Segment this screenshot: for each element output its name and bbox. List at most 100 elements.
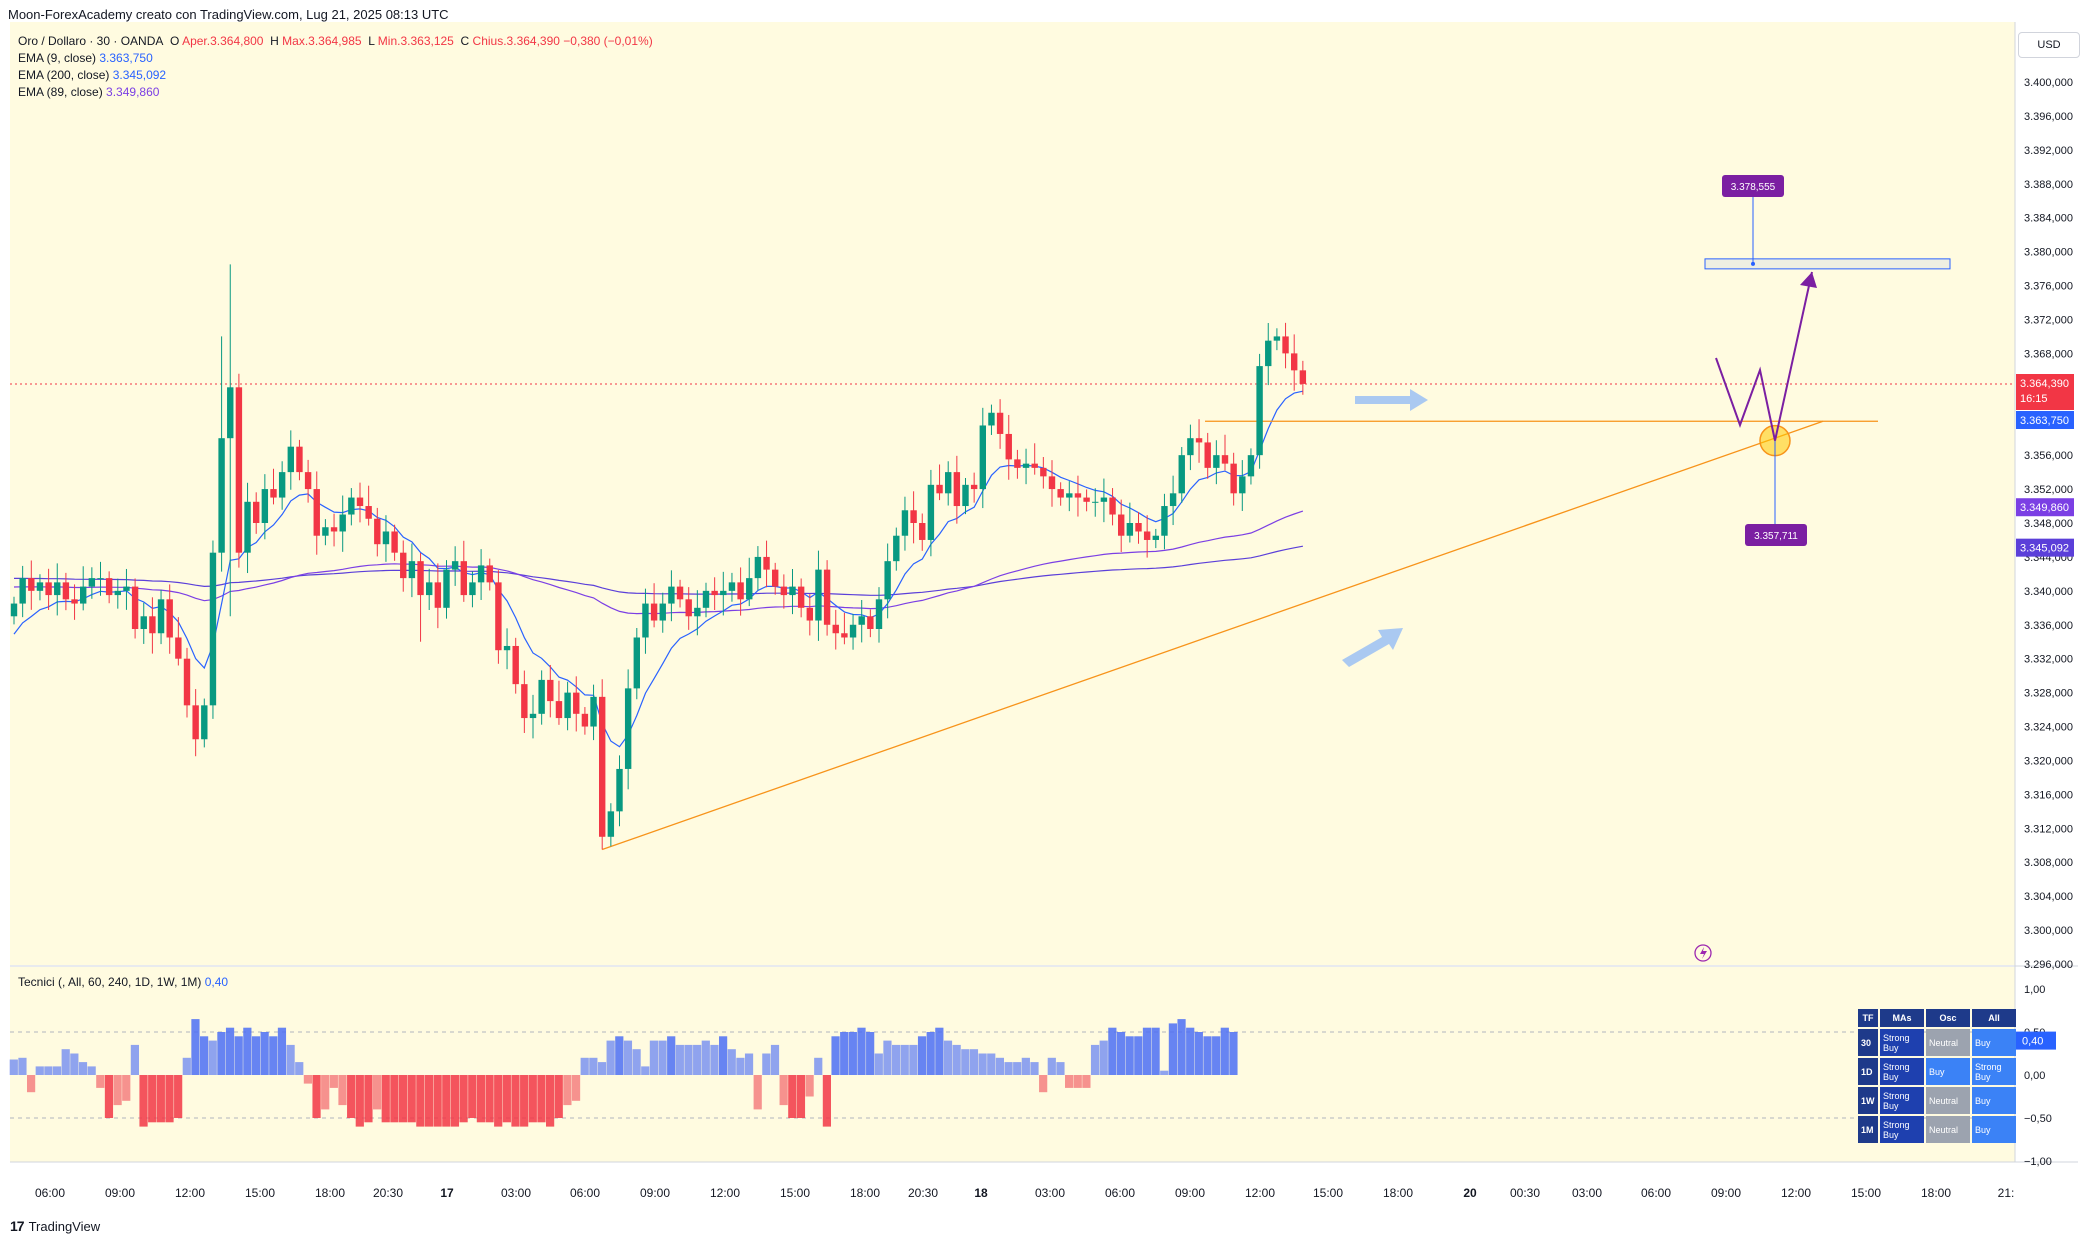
osc-bar: [788, 1075, 797, 1118]
price-tick-label: 3.388,000: [2024, 179, 2073, 191]
candle-body: [80, 586, 87, 604]
osc-bar: [675, 1044, 684, 1075]
legend-ema9[interactable]: EMA (9, close) 3.363,750: [18, 51, 153, 65]
osc-bar: [200, 1036, 209, 1075]
osc-bar: [1013, 1062, 1022, 1075]
osc-bar: [857, 1027, 866, 1075]
legend-ema200[interactable]: EMA (200, close) 3.345,092: [18, 68, 166, 82]
table-row-tf: 1D: [1858, 1058, 1878, 1085]
candle-body: [547, 679, 554, 702]
candle-body: [599, 696, 606, 837]
osc-bar: [407, 1075, 416, 1123]
candle-body: [218, 438, 225, 553]
tecnici-legend[interactable]: Tecnici (, All, 60, 240, 1D, 1W, 1M) 0,4…: [18, 975, 228, 989]
candle-body: [772, 569, 779, 587]
osc-bar: [1004, 1062, 1013, 1075]
osc-bar: [373, 1075, 382, 1110]
osc-bar: [225, 1027, 235, 1075]
projection-arrowhead: [1800, 272, 1817, 288]
osc-bar: [520, 1075, 529, 1127]
osc-bar: [805, 1075, 814, 1097]
candle-body: [1230, 463, 1237, 494]
osc-bar: [450, 1075, 460, 1127]
candle-body: [555, 701, 563, 719]
candle-body: [988, 412, 995, 426]
time-tick-label: 15:00: [245, 1186, 275, 1200]
osc-bar: [1073, 1075, 1082, 1088]
tradingview-logo[interactable]: 17 TradingView: [10, 1218, 100, 1234]
ema-price-tag-label: 3.345,092: [2020, 543, 2069, 555]
legend-ema200-label: EMA (200, close): [18, 68, 110, 82]
osc-bar: [338, 1075, 347, 1106]
osc-bar: [649, 1040, 658, 1075]
osc-bar: [269, 1036, 278, 1075]
osc-bar: [312, 1075, 321, 1118]
price-tick-label: 3.296,000: [2024, 959, 2073, 971]
osc-bar: [1065, 1075, 1074, 1088]
candle-body: [616, 768, 623, 812]
osc-bar: [286, 1044, 295, 1075]
time-tick-label: 21:: [1998, 1186, 2015, 1200]
candle-body: [1161, 506, 1168, 536]
osc-bar: [52, 1066, 62, 1075]
legend-ema89-value: 3.349,860: [106, 85, 160, 99]
osc-bar: [563, 1075, 572, 1106]
time-tick-label: 18:00: [850, 1186, 880, 1200]
legend-symbol[interactable]: Oro / Dollaro · 30 · OANDA: [18, 34, 164, 48]
candle-body: [884, 561, 891, 600]
candle-body: [754, 556, 762, 579]
osc-bar: [727, 1049, 736, 1075]
osc-bar: [632, 1049, 641, 1075]
osc-bar: [537, 1075, 546, 1123]
candle-body: [1118, 514, 1125, 536]
legend-open: Aper.3.364,800: [182, 34, 264, 48]
time-axis[interactable]: 06:00 09:00 12:00 15:00 18:00 20:30 17 03:00 06:…: [35, 1186, 2014, 1200]
osc-bar: [1186, 1027, 1195, 1075]
table-row-osc: Neutral: [1926, 1087, 1970, 1114]
time-tick-label: 06:00: [1105, 1186, 1135, 1200]
price-tick-label: 3.400,000: [2024, 77, 2073, 89]
candle-body: [867, 616, 874, 630]
candle-body: [36, 582, 44, 591]
projection-path: [1715, 271, 1813, 441]
osc-bar: [494, 1075, 503, 1127]
candle-body: [426, 582, 433, 596]
osc-bar: [667, 1036, 676, 1075]
osc-bar: [1082, 1075, 1091, 1088]
currency-selector[interactable]: USD: [2018, 32, 2080, 58]
osc-bar: [840, 1032, 849, 1075]
tecnici-value: 0,40: [204, 975, 229, 989]
osc-bar: [208, 1040, 217, 1075]
candle-body: [1126, 523, 1134, 536]
candle-body: [131, 586, 139, 630]
candle-body: [400, 552, 407, 579]
time-tick-label: 17: [440, 1186, 454, 1200]
candle-body: [270, 489, 277, 498]
legend-ema89[interactable]: EMA (89, close) 3.349,860: [18, 85, 159, 99]
osc-bar: [1116, 1032, 1126, 1075]
time-tick-label: 18:00: [1921, 1186, 1951, 1200]
candle-body: [624, 688, 632, 769]
osc-bar: [814, 1057, 823, 1075]
osc-bar: [597, 1062, 607, 1075]
candle-body: [486, 565, 493, 583]
ema-price-tag-label: 3.363,750: [2020, 415, 2069, 427]
candle-body: [849, 624, 857, 638]
candle-body: [529, 713, 537, 719]
last-price-label: 3.364,390: [2020, 378, 2069, 390]
trendline-group[interactable]: [601, 420, 1878, 851]
osc-bar: [303, 1075, 312, 1084]
candle-body: [278, 472, 286, 498]
annotations[interactable]: 3.378,555 3.357,711: [1342, 175, 1951, 962]
price-axis[interactable]: 3.296,000 3.300,000 3.304,000 3.308,000 3.31…: [2024, 77, 2073, 971]
attribution: Moon-ForexAcademy creato con TradingView…: [8, 7, 449, 22]
osc-bar: [1177, 1019, 1186, 1075]
price-tick-label: 3.340,000: [2024, 586, 2073, 598]
candle-body: [1178, 455, 1185, 494]
osc-bar: [1125, 1036, 1134, 1075]
price-tick-label: 3.368,000: [2024, 348, 2073, 360]
osc-bar: [130, 1044, 139, 1075]
osc-bar: [18, 1057, 27, 1075]
ema-89-line: [13, 510, 1304, 615]
